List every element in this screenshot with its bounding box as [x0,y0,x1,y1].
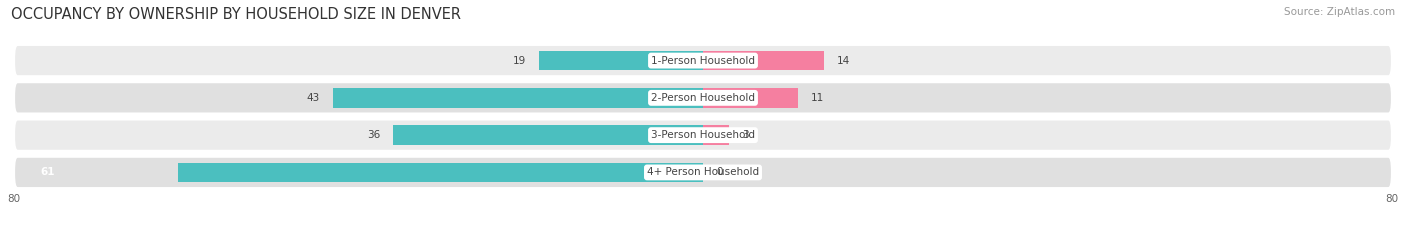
Text: Source: ZipAtlas.com: Source: ZipAtlas.com [1284,7,1395,17]
Text: 2-Person Household: 2-Person Household [651,93,755,103]
FancyBboxPatch shape [14,120,1392,151]
Text: 36: 36 [367,130,380,140]
Text: 19: 19 [513,56,526,65]
Bar [392,125,703,145]
Bar [703,51,824,70]
FancyBboxPatch shape [14,82,1392,113]
FancyBboxPatch shape [14,157,1392,188]
Text: 14: 14 [837,56,849,65]
Bar [703,125,728,145]
Text: 1-Person Household: 1-Person Household [651,56,755,65]
Text: 11: 11 [811,93,824,103]
Bar [540,51,703,70]
Text: 61: 61 [39,168,55,177]
Text: OCCUPANCY BY OWNERSHIP BY HOUSEHOLD SIZE IN DENVER: OCCUPANCY BY OWNERSHIP BY HOUSEHOLD SIZE… [11,7,461,22]
Bar [703,88,797,108]
Text: 0: 0 [716,168,723,177]
Text: 3-Person Household: 3-Person Household [651,130,755,140]
Bar [177,163,703,182]
Text: 3: 3 [742,130,748,140]
FancyBboxPatch shape [14,45,1392,76]
Text: 43: 43 [307,93,319,103]
Bar [333,88,703,108]
Text: 4+ Person Household: 4+ Person Household [647,168,759,177]
